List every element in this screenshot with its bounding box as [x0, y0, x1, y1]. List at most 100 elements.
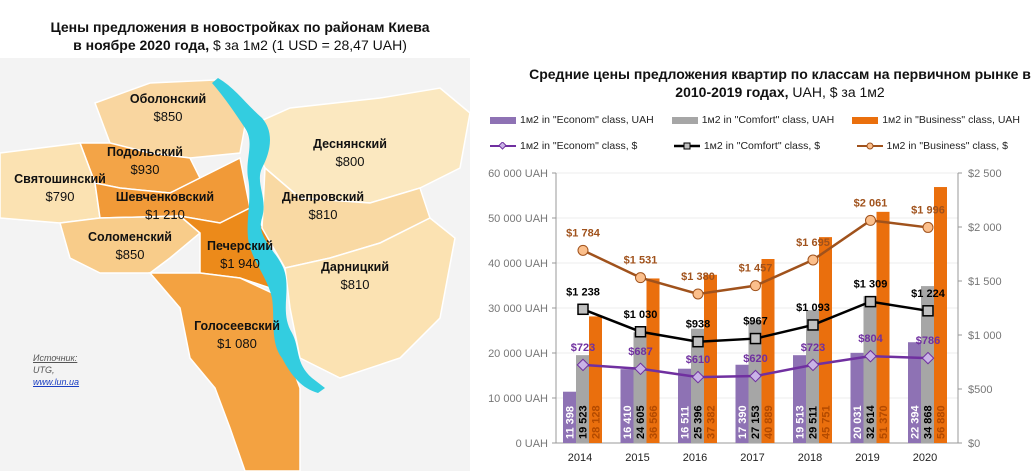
line-data-label: $2 061 [854, 197, 888, 209]
bar-label: 22 394 [910, 404, 922, 439]
bar [863, 296, 877, 443]
left-tick-label: 0 UAH [516, 438, 548, 450]
district-price: $1 940 [220, 256, 260, 271]
x-tick-label: 2015 [625, 452, 649, 464]
legend-swatch [671, 116, 698, 124]
bar [921, 286, 934, 443]
chart-title-rest: UAH, $ за 1м2 [788, 84, 885, 100]
legend-label: 1м2 in "Comfort" class, UAH [701, 114, 835, 126]
bar-label: 17 390 [737, 405, 749, 439]
bar-label: 19 523 [578, 405, 590, 439]
bar-label: 45 751 [821, 405, 833, 439]
bar [563, 391, 576, 443]
line-data-label: $723 [801, 342, 825, 354]
district-name: Соломенский [88, 230, 172, 244]
legend-business-usd: 1м2 in "Business" class, $ [856, 140, 1008, 152]
bar [806, 310, 819, 443]
bar [735, 364, 749, 443]
bar [850, 352, 864, 443]
bar [876, 211, 890, 443]
map-title-line2-bold: в ноябре 2020 года, [73, 37, 210, 53]
source-label: Источник: [33, 353, 78, 363]
source-note: Источник: UTG, www.lun.ua [33, 352, 79, 388]
bar [934, 187, 947, 443]
bar [748, 320, 762, 443]
district-name: Печерский [207, 239, 273, 253]
legend-label: 1м2 in "Econom" class, UAH [520, 114, 654, 126]
district-price: $850 [116, 247, 145, 262]
bar-label: 16 410 [622, 405, 634, 439]
chart-title: Средние цены предложения квартир по клас… [520, 65, 1032, 101]
bar-label: 56 880 [936, 405, 948, 439]
x-tick-label: 2019 [855, 452, 879, 464]
district-area [59, 215, 202, 274]
right-tick-label: $2 500 [968, 168, 1002, 180]
left-tick-label: 40 000 UAH [488, 258, 548, 270]
district-name: Деснянский [313, 137, 387, 151]
chart-title-bold: Средние цены предложения квартир по клас… [529, 66, 1031, 100]
legend-comfort-usd: 1м2 in "Comfort" class, $ [673, 140, 820, 152]
legend-line-marker [673, 142, 700, 150]
line-marker [806, 358, 820, 372]
legend-comfort-uah: 1м2 in "Comfort" class, UAH [671, 114, 835, 126]
bar-label: 37 382 [706, 405, 718, 439]
line-marker [749, 332, 762, 345]
line-marker [749, 369, 762, 383]
bar-label: 19 513 [795, 405, 807, 439]
bar-label: 24 605 [635, 405, 647, 439]
left-tick-label: 20 000 UAH [488, 348, 548, 360]
line-marker [922, 221, 934, 233]
bar-label: 36 566 [648, 405, 660, 439]
bar [704, 274, 717, 443]
chart-legend: 1м2 in "Econom" class, UAH 1м2 in "Comfo… [490, 114, 1030, 152]
bar-label: 27 153 [750, 405, 762, 439]
legend-line-marker [490, 142, 516, 150]
district-name: Оболонский [130, 92, 206, 106]
line-data-label: $1 695 [796, 237, 830, 249]
legend-swatch [852, 116, 879, 124]
dnipro-river [212, 78, 325, 393]
map-title: Цены предложения в новостройках по район… [0, 18, 480, 54]
legend-business-uah: 1м2 in "Business" class, UAH [852, 114, 1020, 126]
bar [761, 258, 775, 443]
district-area [284, 217, 456, 379]
line-marker [864, 349, 877, 363]
line-marker [922, 305, 934, 317]
x-tick-label: 2018 [798, 452, 822, 464]
bar [793, 355, 806, 443]
right-tick-label: $1 000 [968, 330, 1002, 342]
line-data-label: $723 [571, 342, 595, 354]
bar [646, 278, 660, 443]
bar [908, 342, 921, 443]
line-marker [577, 303, 589, 316]
line-marker [692, 335, 704, 348]
line-data-label: $786 [916, 335, 940, 347]
bar-label: 11 398 [565, 406, 577, 439]
district-name: Шевченковский [116, 190, 214, 204]
line-marker [692, 288, 704, 300]
line-marker [576, 358, 590, 372]
district-name: Подольский [107, 145, 183, 159]
district-price: $1 210 [145, 207, 185, 222]
district-area [148, 272, 301, 471]
line-marker [921, 351, 935, 365]
district-price: $1 080 [217, 336, 257, 351]
line-marker [864, 295, 877, 308]
line-data-label: $1 457 [739, 263, 773, 275]
source-link[interactable]: www.lun.ua [33, 377, 80, 387]
line-data-label: $1 309 [854, 279, 888, 291]
line-data-label: $610 [686, 354, 710, 366]
line-marker [577, 244, 589, 256]
right-tick-label: $2 000 [968, 222, 1002, 234]
line-data-label: $1 093 [796, 302, 830, 314]
bar-label: 34 868 [923, 405, 935, 439]
line-data-label: $938 [686, 319, 710, 331]
bar [633, 332, 647, 443]
line-marker [635, 272, 646, 284]
district-name: Святошинский [14, 172, 106, 186]
bar-label: 16 511 [680, 406, 692, 439]
left-tick-label: 50 000 UAH [488, 213, 548, 225]
left-tick-label: 60 000 UAH [488, 168, 548, 180]
line-data-label: $620 [743, 353, 767, 365]
legend-econom-usd: 1м2 in "Econom" class, $ [490, 140, 637, 152]
